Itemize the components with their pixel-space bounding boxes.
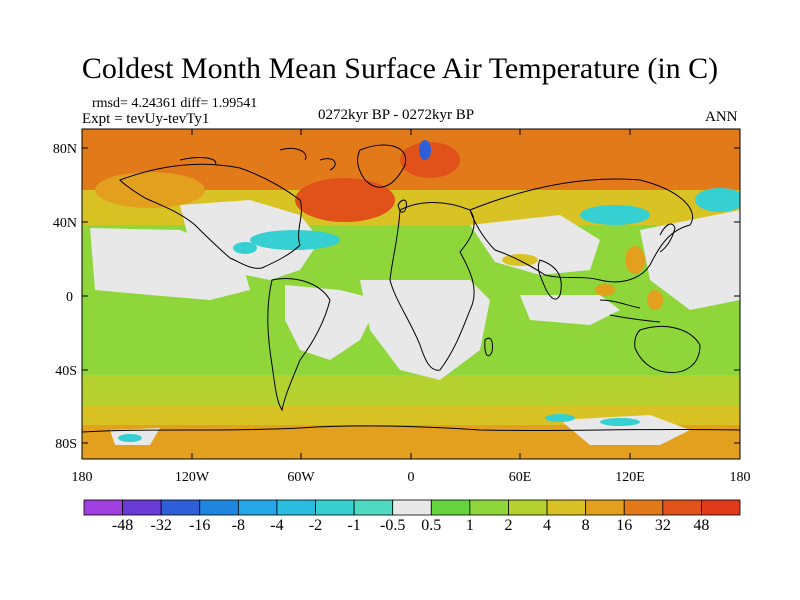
coast-australia (634, 326, 701, 374)
cool-patch-antarctic-3 (118, 434, 142, 442)
neutral-east-pacific (90, 228, 250, 300)
colorbar-swatch (122, 499, 162, 516)
colorbar-swatch (508, 499, 548, 516)
coast-greenland (357, 144, 407, 188)
lon-label-120e: 120E (615, 470, 645, 485)
neutral-pacific-east (640, 210, 740, 310)
coast-indonesia (599, 299, 661, 323)
coast-south-america (267, 278, 331, 412)
warm-pool-north-pacific (95, 172, 205, 208)
coast-antarctica (82, 425, 740, 433)
coast-india (537, 259, 562, 300)
lon-label-120w: 120W (175, 470, 210, 485)
coast-asia (469, 178, 693, 283)
warm-spot-indonesia (595, 284, 615, 296)
stats-line-1: rmsd= 4.24361 diff= 1.99541 (92, 96, 258, 111)
colorbar-swatch (546, 499, 587, 516)
lon-label-60w: 60W (287, 470, 315, 485)
colorbar-swatch (469, 499, 509, 516)
colorbar-label: -32 (150, 517, 172, 534)
lat-label-80s: 80S (55, 437, 77, 452)
colorbar-swatch (662, 499, 702, 516)
colorbar-label: -0.5 (380, 517, 406, 534)
neutral-indian-ocean (520, 295, 620, 325)
colorbar-swatch (623, 499, 664, 516)
colorbar-swatch (199, 499, 239, 516)
colorbar-swatch (315, 499, 355, 516)
colorbar-label: -8 (231, 517, 246, 534)
cool-patch-gulf (233, 242, 257, 254)
lon-label-0: 0 (408, 470, 415, 485)
colorbar-label: 0.5 (421, 517, 442, 534)
axis-ticks (81, 129, 741, 459)
coast-arctic-islands (179, 147, 336, 171)
colorbar-label: 16 (616, 517, 633, 534)
coast-north-america (119, 163, 302, 269)
colorbar-label: 4 (543, 517, 552, 534)
coastlines (82, 144, 740, 433)
colorbar-swatch (237, 499, 278, 516)
colorbar-swatch (353, 499, 394, 516)
lat-label-40n: 40N (53, 216, 77, 231)
temperature-field (82, 129, 740, 459)
season-label: ANN (705, 109, 738, 125)
warm-spot-china (625, 246, 645, 274)
colorbar-label: -4 (270, 517, 284, 534)
lat-label-0: 0 (66, 290, 73, 305)
lon-label-60e: 60E (509, 470, 532, 485)
lat-label-40s: 40S (55, 364, 77, 379)
colorbar-swatch (701, 499, 741, 516)
colorbar-label: -16 (189, 517, 211, 534)
colorbar-swatch (83, 499, 123, 516)
neutral-atlantic-africa (360, 280, 490, 380)
colorbar (83, 499, 741, 516)
colorbar-label: 8 (581, 517, 590, 534)
warm-patch-nordic (400, 142, 460, 178)
colorbar-label: 1 (465, 517, 474, 534)
colorbar-swatch (430, 499, 471, 516)
colorbar-swatch (276, 499, 316, 516)
warm-spot-philippines (647, 290, 663, 310)
colorbar-swatch (585, 499, 625, 516)
colorbar-swatch (392, 499, 432, 516)
period-label: 0272kyr BP - 0272kyr BP (318, 107, 475, 123)
colorbar-label: 32 (654, 517, 671, 534)
colorbar-label: 2 (504, 517, 513, 534)
warm-pool-north-atlantic (295, 178, 395, 222)
cool-patch-west-atlantic (250, 230, 340, 250)
colorbar-label: -48 (111, 517, 134, 534)
cool-patch-east-asia (580, 205, 650, 225)
cool-patch-pacific-ne (695, 188, 740, 212)
colorbar-label: -2 (308, 517, 323, 534)
lat-label-80n: 80N (53, 142, 77, 157)
coast-japan (659, 223, 676, 253)
neutral-south-america (285, 285, 380, 360)
lon-label-180e: 180 (730, 470, 751, 485)
cool-patch-greenland (419, 140, 431, 160)
coast-uk (397, 199, 407, 213)
colorbar-swatch (160, 499, 201, 516)
cool-patch-antarctic-2 (600, 418, 640, 426)
cool-patch-antarctic-1 (545, 414, 575, 422)
chart-title: Coldest Month Mean Surface Air Temperatu… (81, 52, 719, 85)
colorbar-label: 48 (693, 517, 710, 534)
colorbar-label: -1 (347, 517, 361, 534)
lon-label-180w: 180 (72, 470, 93, 485)
coast-madagascar (484, 337, 493, 357)
stats-line-2: Expt = tevUy-tevTy1 (82, 111, 210, 127)
